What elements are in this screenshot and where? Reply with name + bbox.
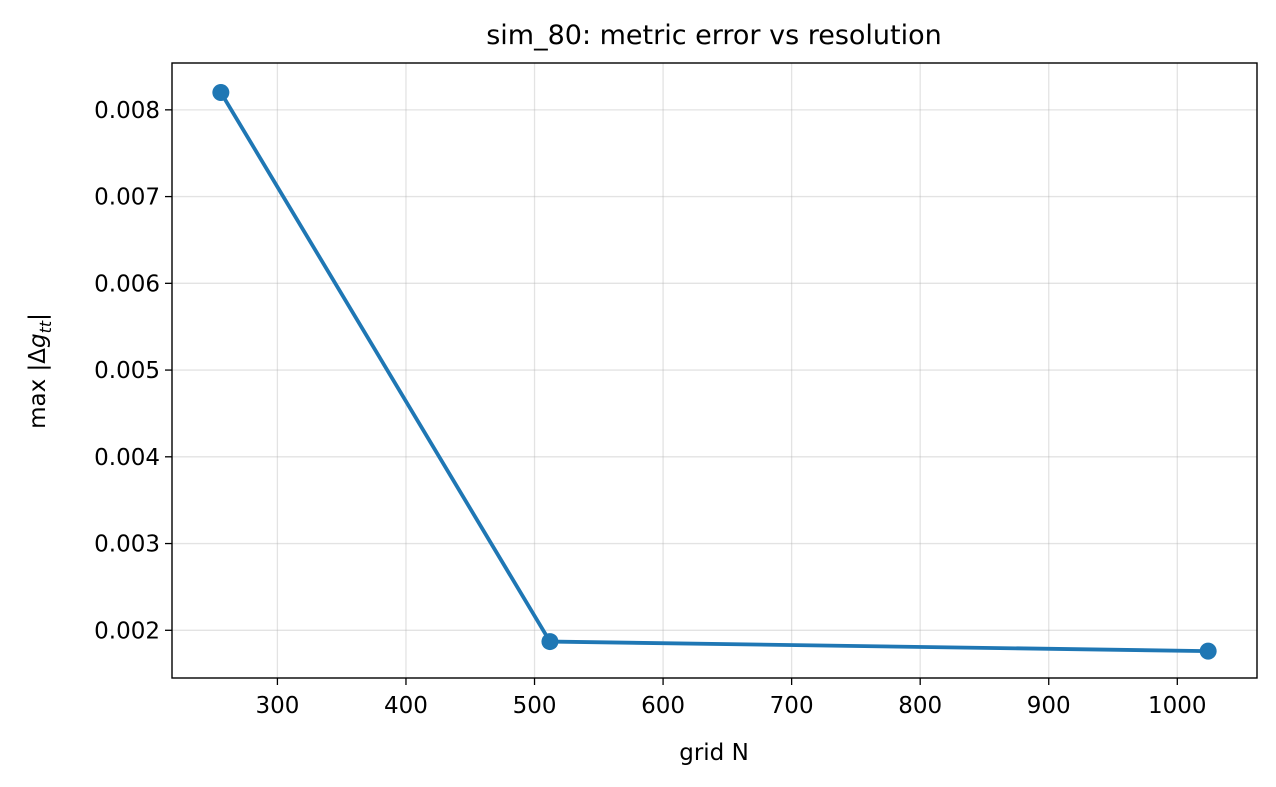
series-group — [212, 83, 1217, 660]
y-axis-label-suffix: | — [25, 313, 51, 321]
y-axis-label-prefix: max |Δ — [25, 348, 51, 429]
y-tick-label: 0.002 — [94, 618, 160, 644]
x-tick-label: 400 — [384, 693, 428, 719]
y-axis-label: max |Δgtt| — [25, 313, 55, 429]
x-axis-label: grid N — [679, 740, 749, 766]
y-tick-label: 0.005 — [94, 358, 160, 384]
tick-group: 300 400 500 600 700 800 900 1000 0.002 0.003 0.004… — [94, 98, 1206, 719]
y-axis-label-var: g — [25, 333, 51, 348]
y-axis-label-sub: tt — [36, 320, 55, 333]
chart-title: sim_80: metric error vs resolution — [486, 20, 942, 51]
x-tick-label: 500 — [513, 693, 557, 719]
grid — [172, 63, 1257, 678]
y-tick-label: 0.006 — [94, 271, 160, 297]
x-tick-label: 600 — [641, 693, 685, 719]
y-tick-label: 0.008 — [94, 98, 160, 124]
data-point — [1199, 642, 1217, 660]
x-tick-label: 1000 — [1148, 693, 1207, 719]
x-tick-label: 800 — [898, 693, 942, 719]
y-tick-label: 0.004 — [94, 445, 160, 471]
x-tick-label: 700 — [770, 693, 814, 719]
x-tick-label: 900 — [1027, 693, 1071, 719]
x-tick-label: 300 — [255, 693, 299, 719]
data-point — [541, 633, 559, 651]
y-tick-label: 0.003 — [94, 532, 160, 558]
y-tick-label: 0.007 — [94, 185, 160, 211]
data-point — [212, 83, 230, 101]
